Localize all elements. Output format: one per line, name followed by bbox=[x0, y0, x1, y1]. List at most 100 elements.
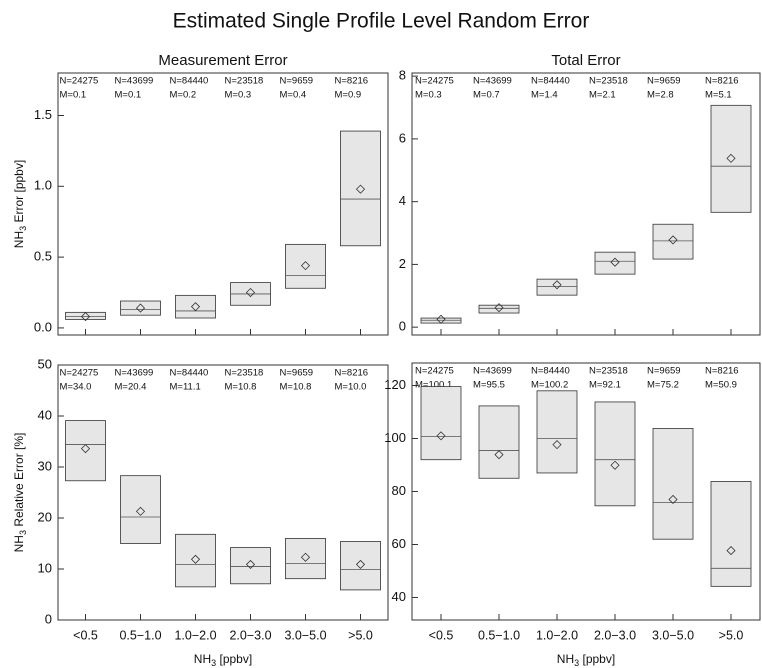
n-label: N=24275 bbox=[415, 366, 454, 377]
y-tick-label: 6 bbox=[399, 130, 406, 145]
y-axis-label-main: NH bbox=[12, 535, 26, 552]
n-label: N=84440 bbox=[531, 366, 570, 377]
y-tick-label: 4 bbox=[399, 193, 406, 208]
n-label: N=84440 bbox=[531, 76, 570, 87]
mean-marker bbox=[668, 235, 678, 245]
box bbox=[652, 428, 694, 540]
x-tick-label: 3.0−5.0 bbox=[284, 628, 326, 642]
x-axis-label-rest: [ppbv] bbox=[579, 652, 615, 666]
x-tick-label: 1.0−2.0 bbox=[174, 628, 216, 642]
mean-marker bbox=[355, 184, 366, 194]
m-label: M=2.8 bbox=[647, 90, 674, 101]
mean-marker bbox=[300, 552, 311, 562]
box bbox=[652, 223, 694, 260]
mean-marker bbox=[135, 506, 146, 516]
m-label: M=1.4 bbox=[531, 90, 558, 101]
box bbox=[340, 541, 381, 591]
mean-marker bbox=[552, 280, 562, 290]
mean-marker bbox=[80, 444, 91, 454]
plot-frame bbox=[57, 72, 389, 336]
m-label: M=10.8 bbox=[280, 382, 312, 393]
m-label: M=0.3 bbox=[415, 90, 442, 101]
box bbox=[285, 538, 326, 580]
x-tick-label: 2.0−3.0 bbox=[594, 628, 636, 642]
mean-marker bbox=[190, 302, 201, 312]
n-label: N=23518 bbox=[225, 76, 264, 87]
m-label: M=10.0 bbox=[335, 382, 367, 393]
box bbox=[65, 420, 106, 482]
m-label: M=0.4 bbox=[280, 90, 307, 101]
mean-marker bbox=[190, 554, 201, 564]
mean-marker bbox=[552, 440, 562, 450]
x-axis-label-main: NH bbox=[557, 652, 574, 666]
y-tick-label: 40 bbox=[38, 407, 52, 422]
box bbox=[120, 300, 161, 316]
m-label: M=95.5 bbox=[473, 380, 505, 391]
x-axis-label-main: NH bbox=[194, 652, 211, 666]
y-tick-label: 1.5 bbox=[34, 107, 52, 122]
n-label: N=8216 bbox=[705, 366, 739, 377]
box bbox=[420, 386, 462, 461]
n-label: N=23518 bbox=[589, 76, 628, 87]
box bbox=[120, 475, 161, 544]
box bbox=[175, 294, 216, 319]
m-label: M=0.1 bbox=[60, 90, 87, 101]
y-tick-label: 0.0 bbox=[34, 319, 52, 334]
x-tick-label: >5.0 bbox=[719, 628, 744, 642]
panel-title: Total Error bbox=[551, 52, 620, 69]
y-tick-label: 100 bbox=[384, 430, 406, 445]
n-label: N=9659 bbox=[280, 76, 314, 87]
n-label: N=43699 bbox=[115, 76, 154, 87]
y-tick-label: 20 bbox=[38, 509, 52, 524]
mean-marker bbox=[726, 153, 736, 163]
m-label: M=5.1 bbox=[705, 90, 732, 101]
n-label: N=24275 bbox=[60, 368, 99, 379]
x-tick-label: 3.0−5.0 bbox=[652, 628, 694, 642]
mean-marker bbox=[355, 559, 366, 569]
plot-frame bbox=[411, 72, 761, 336]
mean-marker bbox=[610, 257, 620, 267]
panel-title: Measurement Error bbox=[158, 52, 287, 69]
x-axis-label-sub: 3 bbox=[574, 658, 579, 668]
x-tick-label: <0.5 bbox=[73, 628, 98, 642]
n-label: N=8216 bbox=[335, 76, 369, 87]
n-label: N=43699 bbox=[473, 366, 512, 377]
box bbox=[536, 278, 578, 296]
y-tick-label: 40 bbox=[392, 589, 406, 604]
box bbox=[340, 130, 381, 247]
mean-marker bbox=[610, 460, 620, 470]
plot-frame bbox=[57, 364, 389, 621]
y-tick-label: 30 bbox=[38, 458, 52, 473]
y-tick-label: 50 bbox=[38, 356, 52, 371]
box bbox=[478, 304, 520, 314]
x-axis-label-sub: 3 bbox=[211, 658, 216, 668]
y-axis-label-rest: Error [ppbv] bbox=[12, 160, 26, 226]
x-tick-label: >5.0 bbox=[348, 628, 373, 642]
m-label: M=34.0 bbox=[60, 382, 92, 393]
n-label: N=9659 bbox=[647, 366, 681, 377]
x-tick-label: 1.0−2.0 bbox=[536, 628, 578, 642]
m-label: M=0.1 bbox=[115, 90, 142, 101]
box bbox=[710, 104, 752, 213]
n-label: N=43699 bbox=[115, 368, 154, 379]
x-axis-label: NH3 [ppbv] bbox=[557, 652, 615, 668]
mean-marker bbox=[80, 312, 91, 322]
mean-marker bbox=[726, 546, 736, 556]
n-label: N=43699 bbox=[473, 76, 512, 87]
y-axis-label-sub: 3 bbox=[18, 530, 28, 535]
x-tick-label: <0.5 bbox=[429, 628, 454, 642]
y-tick-label: 10 bbox=[38, 560, 52, 575]
m-label: M=100.1 bbox=[415, 380, 452, 391]
y-tick-label: 1.0 bbox=[34, 178, 52, 193]
mean-marker bbox=[436, 431, 446, 441]
mean-marker bbox=[245, 287, 256, 298]
x-tick-label: 2.0−3.0 bbox=[229, 628, 271, 642]
box bbox=[594, 401, 636, 507]
n-label: N=84440 bbox=[170, 368, 209, 379]
n-label: N=24275 bbox=[415, 76, 454, 87]
x-tick-label: 0.5−1.0 bbox=[478, 628, 520, 642]
y-tick-label: 0 bbox=[45, 611, 52, 626]
box bbox=[285, 243, 326, 289]
mean-marker bbox=[494, 303, 504, 313]
